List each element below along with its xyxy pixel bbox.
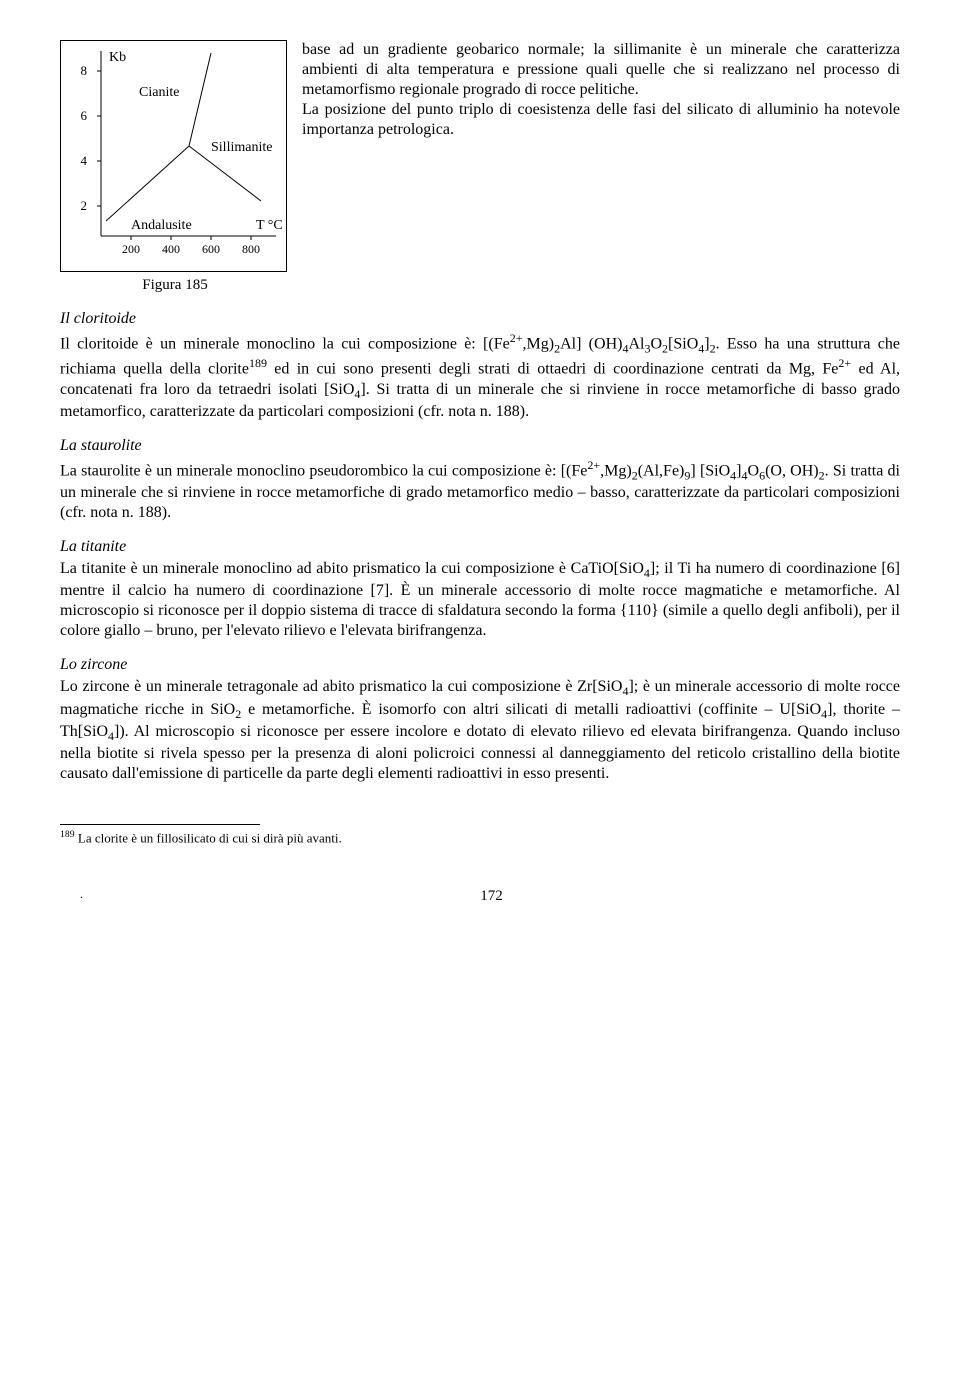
t: ] [SiO <box>690 462 730 479</box>
t: Lo zircone è un minerale tetragonale ad … <box>60 678 622 695</box>
field-sillimanite: Sillimanite <box>211 140 272 155</box>
t: Al <box>628 335 644 352</box>
t: ,Mg) <box>600 462 632 479</box>
t: O <box>748 462 760 479</box>
footnote-separator <box>60 824 260 825</box>
t: ed in cui sono presenti degli strati di … <box>267 361 838 378</box>
t: 2+ <box>587 458 600 472</box>
cloritoide-para: Il cloritoide è un minerale monoclino la… <box>60 331 900 422</box>
y-axis-label: Kb <box>109 50 126 65</box>
t: e metamorfiche. È isomorfo con altri sil… <box>241 701 821 718</box>
footnote: 189 La clorite è un fillosilicato di cui… <box>60 829 900 847</box>
section-cloritoide-title: Il cloritoide <box>60 309 900 329</box>
t: 2+ <box>510 331 523 345</box>
t: Il cloritoide è un minerale monoclino la… <box>60 335 510 352</box>
top-section: 8 6 4 2 200 400 600 800 Kb T °C <box>60 40 900 295</box>
figure-caption: Figura 185 <box>60 276 290 295</box>
xtick-3: 800 <box>242 242 260 256</box>
footnote-ref: 189 <box>249 356 267 370</box>
t: [SiO <box>668 335 698 352</box>
t: 2+ <box>838 356 851 370</box>
ytick-1: 6 <box>81 108 88 123</box>
section-zircone-title: Lo zircone <box>60 655 900 675</box>
section-staurolite-title: La staurolite <box>60 436 900 456</box>
t: (O, OH) <box>765 462 819 479</box>
zircone-para: Lo zircone è un minerale tetragonale ad … <box>60 677 900 784</box>
xtick-2: 600 <box>202 242 220 256</box>
t: La staurolite è un minerale monoclino ps… <box>60 462 587 479</box>
t: ,Mg) <box>523 335 555 352</box>
ytick-3: 2 <box>81 198 88 213</box>
t: Al] (OH) <box>560 335 622 352</box>
xtick-0: 200 <box>122 242 140 256</box>
page-footer: . 172 <box>60 887 900 906</box>
titanite-para: La titanite è un minerale monoclino ad a… <box>60 559 900 641</box>
field-andalusite: Andalusite <box>131 218 192 233</box>
field-cianite: Cianite <box>139 85 179 100</box>
staurolite-para: La staurolite è un minerale monoclino ps… <box>60 458 900 524</box>
ytick-2: 4 <box>81 153 88 168</box>
xtick-1: 400 <box>162 242 180 256</box>
figure-box: 8 6 4 2 200 400 600 800 Kb T °C <box>60 40 290 295</box>
footnote-marker: 189 <box>60 829 75 840</box>
t: ]). Al microscopio si riconosce per esse… <box>60 723 900 782</box>
x-axis-label: T °C <box>256 218 283 233</box>
page-dot: . <box>80 887 83 902</box>
phase-diagram: 8 6 4 2 200 400 600 800 Kb T °C <box>60 40 287 272</box>
page-number: 172 <box>480 888 503 904</box>
t: (Al,Fe) <box>638 462 685 479</box>
footnote-text: La clorite è un fillosilicato di cui si … <box>75 830 342 845</box>
ytick-0: 8 <box>81 63 88 78</box>
section-titanite-title: La titanite <box>60 537 900 557</box>
t: O <box>650 335 662 352</box>
t: La titanite è un minerale monoclino ad a… <box>60 560 644 577</box>
